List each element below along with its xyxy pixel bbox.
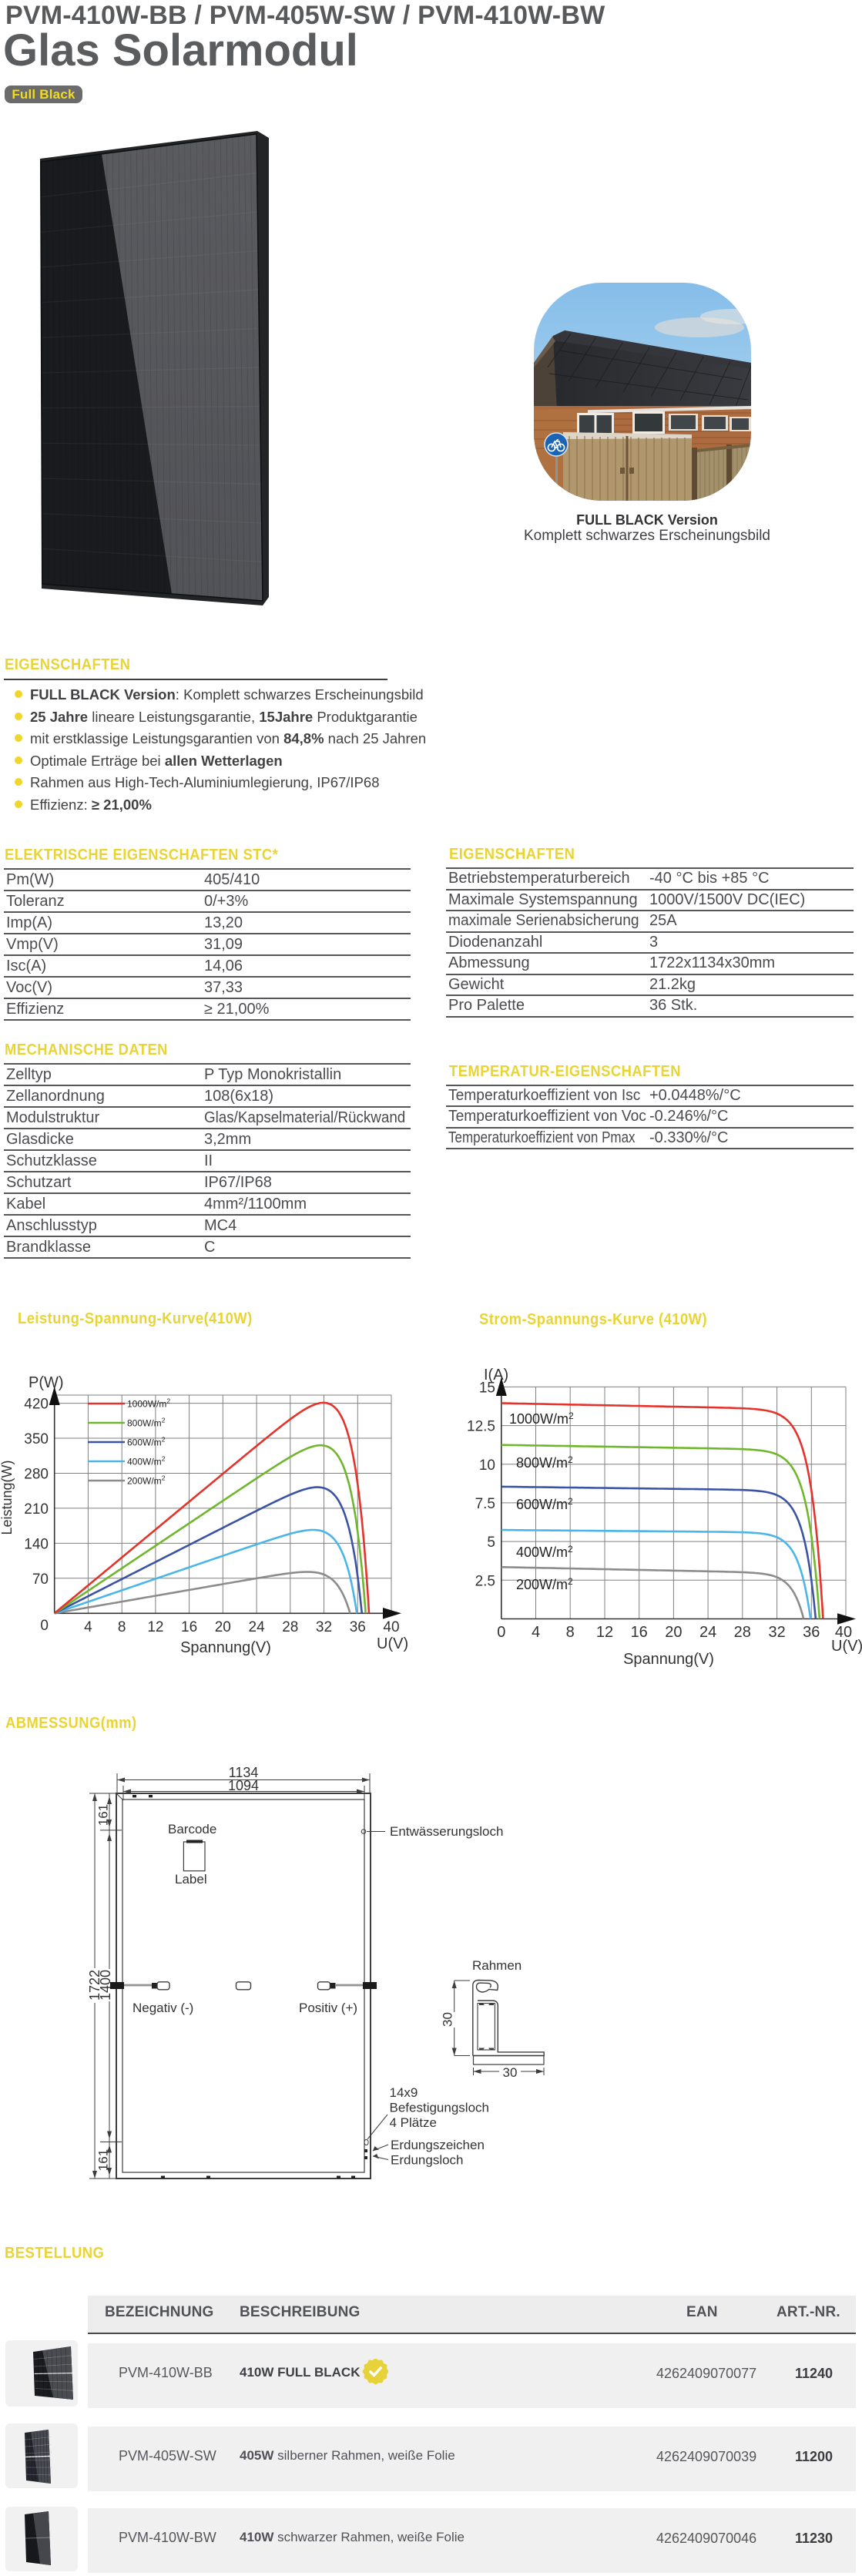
- svg-text:16: 16: [631, 1624, 648, 1641]
- svg-text:Entwässerungsloch: Entwässerungsloch: [390, 1824, 503, 1839]
- svg-text:140: 140: [24, 1536, 49, 1552]
- svg-text:600W/m2: 600W/m2: [127, 1436, 166, 1448]
- svg-text:4: 4: [532, 1624, 540, 1641]
- svg-text:16: 16: [181, 1619, 197, 1635]
- svg-text:U(V): U(V): [831, 1638, 862, 1655]
- svg-text:210: 210: [24, 1501, 49, 1518]
- svg-text:800W/m2: 800W/m2: [127, 1417, 166, 1429]
- svg-text:Erdungsloch: Erdungsloch: [391, 2153, 464, 2168]
- svg-text:Negativ (-): Negativ (-): [132, 2001, 193, 2015]
- svg-text:1000W/m2: 1000W/m2: [509, 1410, 574, 1427]
- svg-text:161: 161: [96, 1804, 111, 1826]
- svg-text:40: 40: [835, 1624, 852, 1641]
- svg-text:28: 28: [282, 1619, 298, 1635]
- svg-text:1400: 1400: [98, 1970, 113, 2001]
- svg-text:8: 8: [118, 1619, 126, 1635]
- svg-text:Label: Label: [175, 1872, 207, 1887]
- svg-text:7.5: 7.5: [475, 1496, 495, 1512]
- svg-text:0: 0: [40, 1618, 49, 1634]
- svg-text:2.5: 2.5: [475, 1573, 495, 1589]
- svg-text:32: 32: [316, 1619, 332, 1635]
- svg-text:Barcode: Barcode: [168, 1822, 216, 1836]
- svg-text:5: 5: [487, 1535, 495, 1551]
- svg-text:4 Plätze: 4 Plätze: [390, 2115, 437, 2130]
- svg-text:I(A): I(A): [484, 1367, 508, 1384]
- svg-text:1722: 1722: [87, 1970, 102, 2001]
- svg-text:36: 36: [350, 1619, 366, 1635]
- svg-text:40: 40: [383, 1619, 399, 1635]
- svg-text:Positiv (+): Positiv (+): [299, 2001, 357, 2015]
- svg-text:0: 0: [497, 1624, 505, 1641]
- svg-text:Erdungszeichen: Erdungszeichen: [391, 2138, 485, 2152]
- svg-text:1134: 1134: [229, 1765, 259, 1780]
- svg-text:Rahmen: Rahmen: [472, 1958, 522, 1973]
- svg-text:70: 70: [32, 1571, 49, 1588]
- svg-text:600W/m2: 600W/m2: [516, 1496, 573, 1512]
- svg-text:Befestigungsloch: Befestigungsloch: [390, 2101, 489, 2115]
- svg-text:8: 8: [566, 1624, 575, 1641]
- svg-text:Spannung(V): Spannung(V): [180, 1639, 271, 1656]
- svg-text:1094: 1094: [228, 1778, 259, 1793]
- svg-text:P(W): P(W): [29, 1374, 64, 1391]
- svg-text:30: 30: [441, 2012, 455, 2027]
- svg-text:Spannung(V): Spannung(V): [623, 1651, 714, 1668]
- svg-text:280: 280: [24, 1467, 49, 1483]
- svg-text:15: 15: [479, 1380, 495, 1396]
- svg-text:400W/m2: 400W/m2: [516, 1544, 573, 1560]
- svg-text:20: 20: [215, 1619, 231, 1635]
- svg-text:24: 24: [249, 1619, 266, 1635]
- svg-text:161: 161: [96, 2149, 111, 2171]
- svg-text:24: 24: [699, 1624, 716, 1641]
- svg-text:200W/m2: 200W/m2: [127, 1474, 166, 1487]
- svg-text:1000W/m2: 1000W/m2: [127, 1397, 170, 1410]
- svg-text:Leistung(W): Leistung(W): [0, 1460, 15, 1535]
- svg-text:350: 350: [24, 1431, 49, 1447]
- svg-text:U(V): U(V): [377, 1635, 408, 1652]
- svg-text:36: 36: [803, 1624, 820, 1641]
- svg-text:4: 4: [84, 1619, 92, 1635]
- svg-text:400W/m2: 400W/m2: [127, 1455, 166, 1467]
- svg-text:12: 12: [147, 1619, 163, 1635]
- svg-text:10: 10: [479, 1457, 495, 1474]
- svg-text:12.5: 12.5: [467, 1419, 495, 1435]
- svg-text:12: 12: [596, 1624, 613, 1641]
- svg-text:800W/m2: 800W/m2: [516, 1454, 573, 1471]
- svg-text:30: 30: [503, 2065, 518, 2080]
- svg-text:200W/m2: 200W/m2: [516, 1576, 573, 1592]
- svg-text:32: 32: [768, 1624, 785, 1641]
- svg-text:14x9: 14x9: [390, 2085, 418, 2100]
- svg-text:20: 20: [665, 1624, 682, 1641]
- svg-text:28: 28: [734, 1624, 751, 1641]
- svg-text:420: 420: [24, 1397, 49, 1413]
